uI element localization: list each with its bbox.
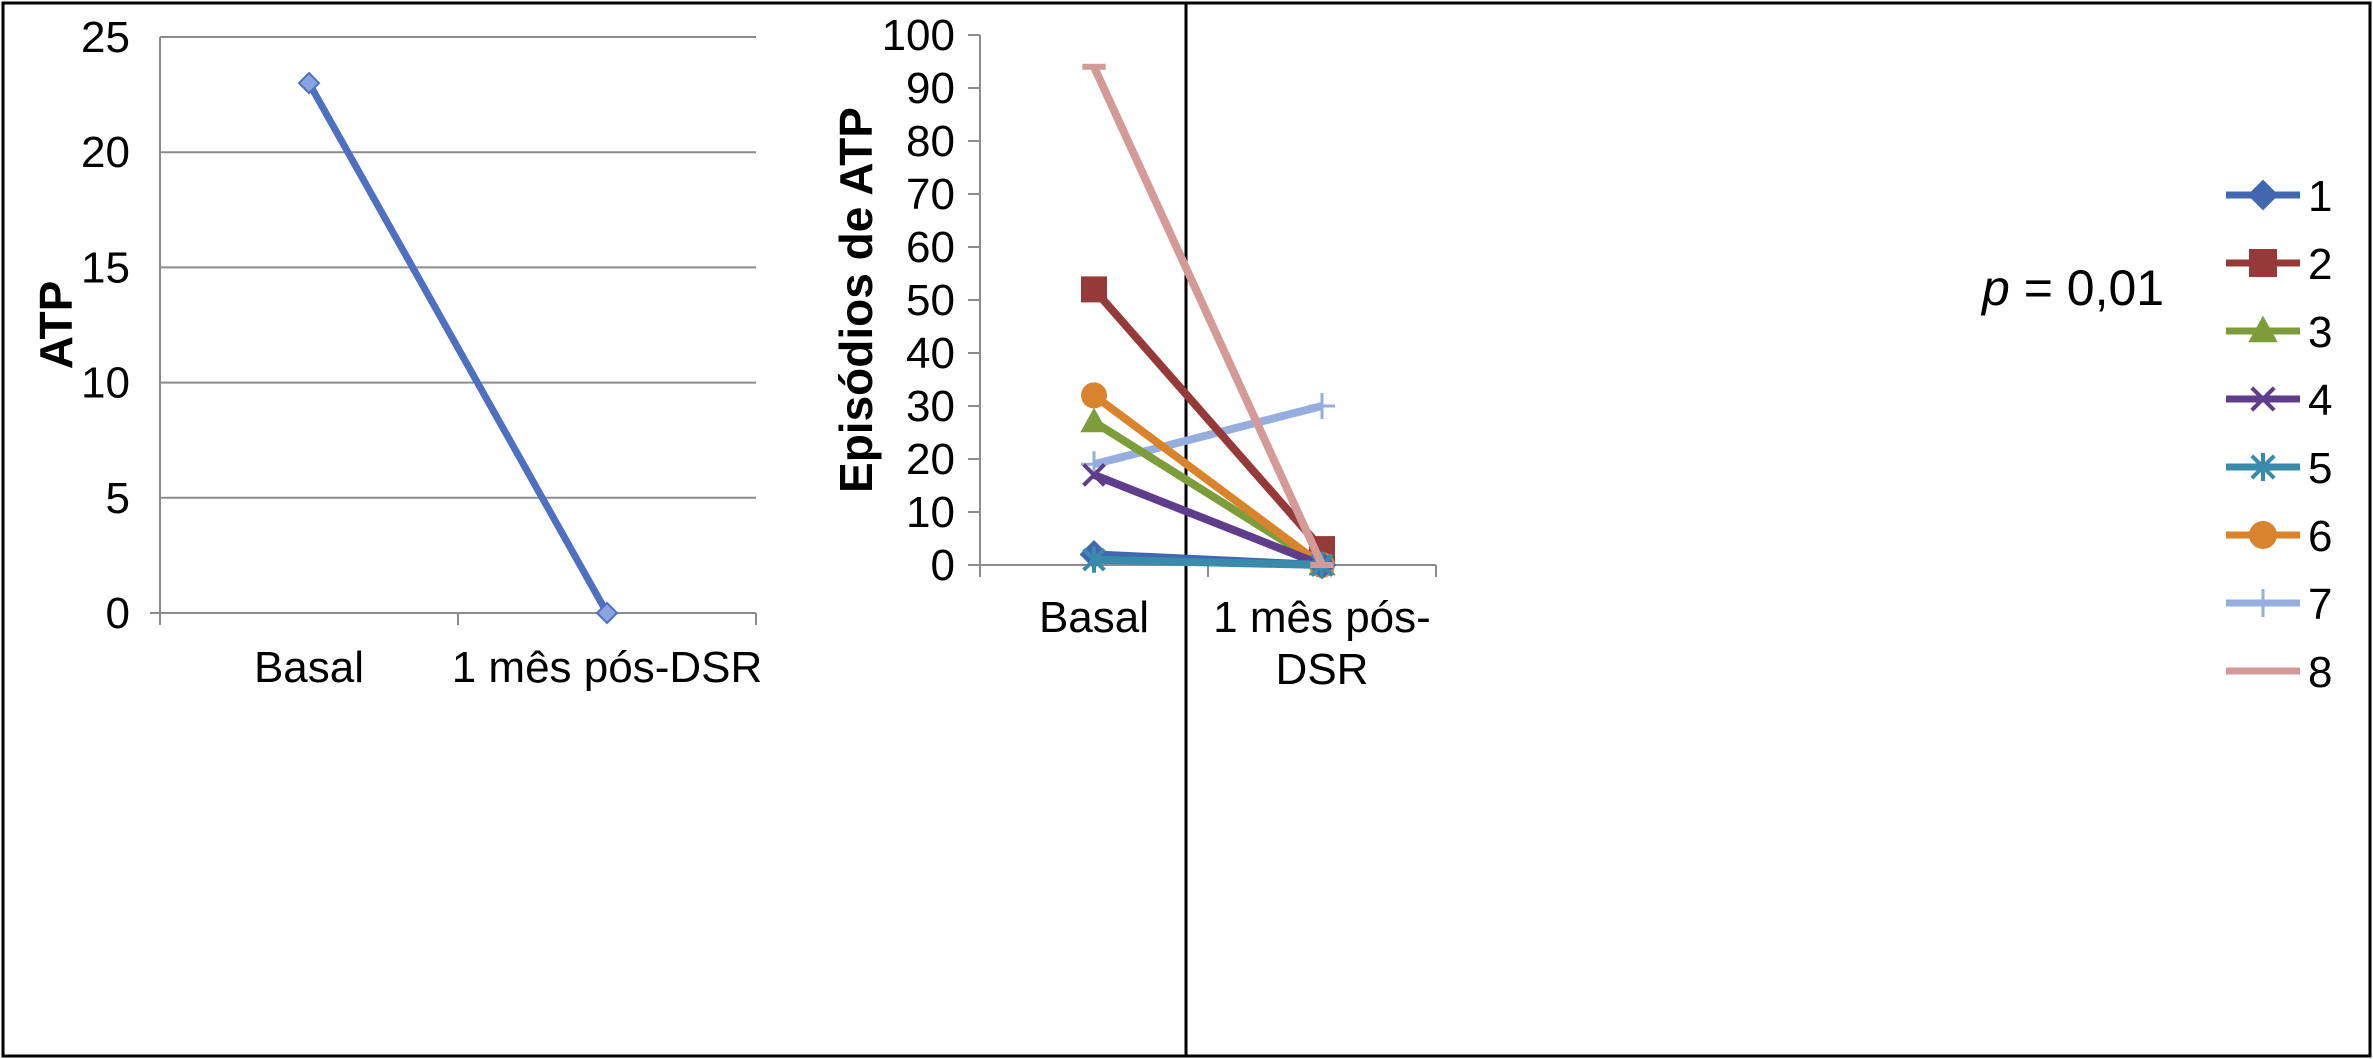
- left-y-axis-title: ATP: [30, 281, 82, 370]
- legend-label-7: 7: [2308, 580, 2332, 629]
- left-y-tick-label: 10: [81, 359, 130, 408]
- right-series-line-4: [1092, 471, 1324, 569]
- right-y-tick-label: 20: [906, 435, 955, 484]
- right-series-line-2: [1090, 286, 1326, 552]
- legend-marker-3: [2248, 315, 2278, 343]
- left-x-tick-label: 1 mês pós-DSR: [452, 643, 763, 692]
- legend-label-8: 8: [2308, 648, 2332, 697]
- right-y-tick-label: 90: [906, 64, 955, 113]
- legend-marker-4: [2250, 386, 2276, 412]
- left-series-line: [305, 81, 611, 615]
- right-series-line-7: [1093, 402, 1323, 469]
- chart-left: 0 5 10 15 20 25 Basal 1 mês pós-DSR ATP: [30, 13, 762, 692]
- right-data-point-2: [1081, 276, 1107, 303]
- legend-label-2: 2: [2308, 240, 2332, 289]
- p-value-text: = 0,01: [2010, 260, 2164, 316]
- legend-label-1: 1: [2308, 172, 2332, 221]
- left-y-tick-label: 20: [81, 128, 130, 177]
- right-series-line-6: [1091, 392, 1325, 569]
- legend-label-6: 6: [2308, 512, 2332, 561]
- left-y-tick-label: 25: [81, 13, 130, 62]
- left-data-point: [595, 601, 619, 625]
- right-y-tick-label: 0: [931, 541, 955, 590]
- right-y-tick-label: 80: [906, 117, 955, 166]
- legend-marker-6: [2249, 521, 2277, 549]
- right-data-point-3: [1080, 407, 1108, 433]
- left-y-tick-label: 15: [81, 243, 130, 292]
- p-value-italic: p: [1980, 260, 2010, 316]
- left-y-tick-label: 5: [106, 474, 130, 523]
- right-y-tick-label: 70: [906, 170, 955, 219]
- right-series-line-5: [1093, 555, 1323, 569]
- right-y-tick-label: 100: [882, 11, 955, 60]
- right-x-tick-label: Basal: [1039, 593, 1149, 642]
- legend-label-5: 5: [2308, 444, 2332, 493]
- left-data-point: [297, 71, 321, 95]
- legend-marker-5: [2250, 453, 2276, 481]
- p-value-annotation: p = 0,01: [1980, 260, 2164, 316]
- legend-marker-7: [2249, 589, 2277, 617]
- right-y-tick-label: 50: [906, 276, 955, 325]
- right-data-point-5: [1082, 546, 1106, 573]
- right-y-tick-label: 60: [906, 223, 955, 272]
- right-y-axis-title: Episódios de ATP: [830, 107, 882, 493]
- right-y-tick-label: 10: [906, 488, 955, 537]
- right-data-point-6: [1081, 382, 1107, 409]
- legend-label-4: 4: [2308, 376, 2332, 425]
- right-series-line-8: [1090, 65, 1326, 567]
- right-x-tick-label: 1 mês pós-: [1213, 593, 1431, 642]
- legend-marker-1: [2247, 179, 2279, 211]
- left-x-tick-label: Basal: [254, 643, 364, 692]
- legend-label-3: 3: [2308, 308, 2332, 357]
- right-data-point-4: [1082, 463, 1106, 487]
- right-x-tick-label: DSR: [1276, 645, 1369, 694]
- right-y-tick-label: 40: [906, 329, 955, 378]
- right-data-point-7: [1309, 393, 1335, 419]
- left-y-tick-label: 0: [106, 589, 130, 638]
- legend-marker-2: [2249, 249, 2277, 277]
- right-y-tick-label: 30: [906, 382, 955, 431]
